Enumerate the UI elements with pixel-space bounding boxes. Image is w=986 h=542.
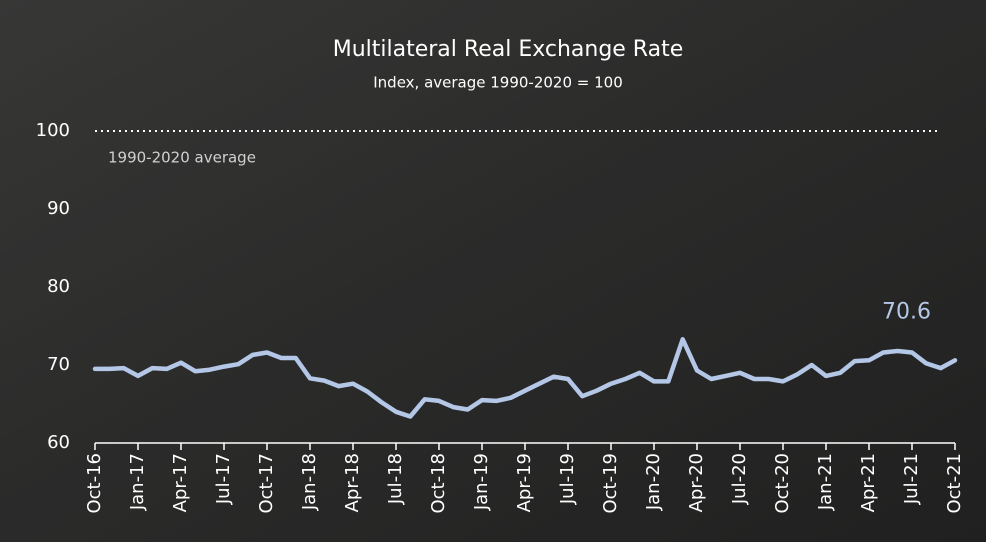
x-tick-label: Oct-17 bbox=[256, 453, 277, 514]
x-tick-label: Jul-19 bbox=[557, 453, 578, 505]
x-tick-label: Jul-17 bbox=[213, 453, 234, 505]
x-tick-label: Jan-18 bbox=[299, 453, 320, 511]
x-tick-label: Apr-17 bbox=[170, 453, 191, 512]
x-tick-label: Jan-21 bbox=[815, 453, 836, 511]
x-tick-label: Jan-19 bbox=[471, 453, 492, 511]
x-tick-label: Jul-18 bbox=[385, 453, 406, 505]
chart-subtitle: Index, average 1990-2020 = 100 bbox=[373, 74, 623, 92]
x-tick-label: Apr-21 bbox=[858, 453, 879, 512]
chart: Multilateral Real Exchange Rate Index, a… bbox=[0, 0, 986, 542]
y-tick-label: 70 bbox=[47, 354, 70, 375]
x-tick-label: Jul-20 bbox=[729, 453, 750, 505]
x-tick-label: Apr-19 bbox=[514, 453, 535, 512]
y-tick-label: 80 bbox=[47, 276, 70, 297]
x-tick-label: Oct-19 bbox=[600, 453, 621, 514]
y-tick-label: 90 bbox=[47, 198, 70, 219]
chart-title: Multilateral Real Exchange Rate bbox=[333, 37, 684, 62]
page: Multilateral Real Exchange Rate Index, a… bbox=[0, 0, 986, 542]
x-tick-label: Oct-21 bbox=[944, 453, 965, 514]
x-tick-label: Oct-16 bbox=[84, 453, 105, 514]
x-tick-label: Jan-17 bbox=[127, 453, 148, 511]
x-tick-label: Jan-20 bbox=[643, 453, 664, 511]
data-label: 70.6 bbox=[882, 299, 931, 324]
reference-label: 1990-2020 average bbox=[108, 149, 256, 167]
x-tick-label: Oct-18 bbox=[428, 453, 449, 514]
y-tick-label: 60 bbox=[47, 432, 70, 453]
y-tick-label: 100 bbox=[36, 120, 70, 141]
x-tick-label: Oct-20 bbox=[772, 453, 793, 514]
x-tick-label: Apr-18 bbox=[342, 453, 363, 512]
x-tick-label: Jul-21 bbox=[901, 453, 922, 505]
x-tick-label: Apr-20 bbox=[686, 453, 707, 512]
